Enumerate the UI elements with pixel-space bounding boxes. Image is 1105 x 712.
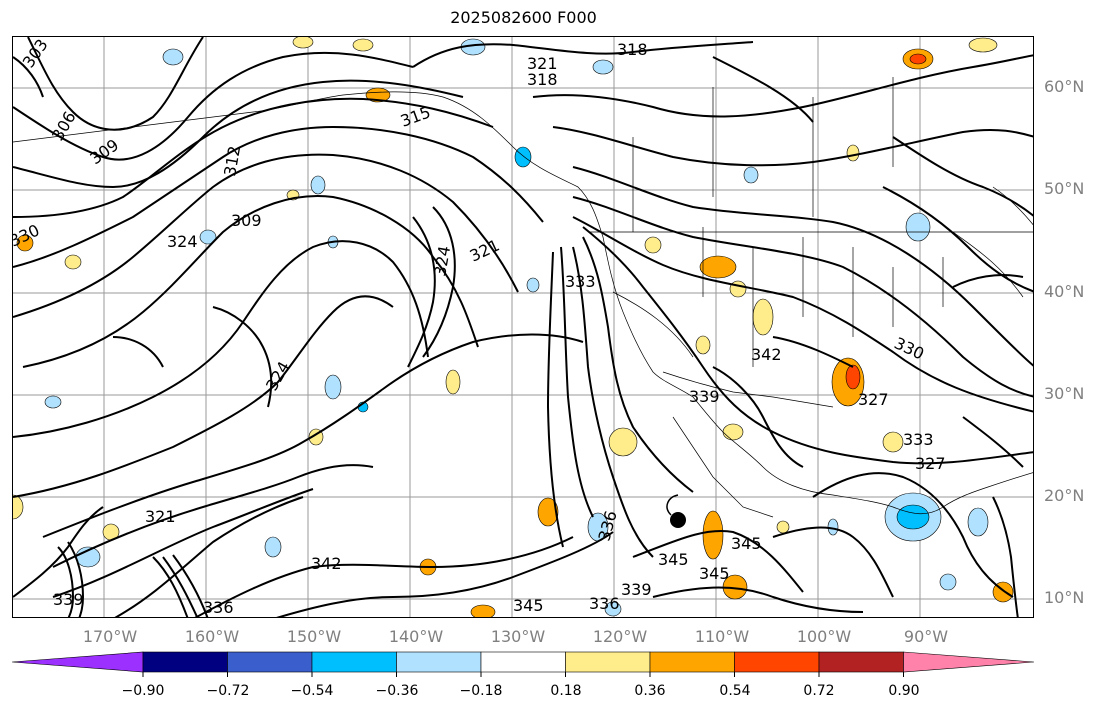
low-center-marker	[670, 512, 686, 528]
colorbar-tick-label: −0.54	[290, 683, 334, 699]
colorbar-tick-label: −0.72	[206, 683, 250, 699]
contour-label: 339	[621, 580, 652, 599]
colorbar-segment	[734, 651, 820, 673]
colorbar-tick-label: 0.54	[719, 683, 751, 699]
contour-label: 321	[467, 235, 503, 265]
contour-label: 324	[262, 358, 294, 394]
colorbar-tick-label: 0.18	[550, 683, 582, 699]
colorbar-segment	[649, 651, 735, 673]
lon-label: 160°W	[184, 627, 240, 646]
contour-label: 309	[231, 211, 262, 230]
colorbar-tick-label: −0.90	[121, 683, 165, 699]
colorbar-segment	[227, 651, 313, 673]
contour-label: 333	[903, 430, 934, 449]
contour-label: 321	[145, 507, 176, 526]
colorbar-tick-label: 0.90	[888, 683, 920, 699]
contour-label: 324	[167, 232, 198, 251]
colorbar-segment	[311, 651, 397, 673]
contour-lines	[13, 37, 1033, 617]
lat-label: 20°N	[1044, 486, 1085, 505]
map-title: 2025082600 F000	[450, 8, 597, 27]
contour-label: 339	[689, 387, 720, 406]
lon-label: 170°W	[82, 627, 138, 646]
lat-label: 10°N	[1044, 588, 1085, 607]
colorbar-segment	[396, 651, 482, 673]
contour-label: 342	[751, 345, 782, 364]
map-panel: 303 306 309 309 312 315 318 318 321 321 …	[12, 36, 1034, 618]
colorbar-segment	[818, 651, 904, 673]
colorbar-tick-label: 0.36	[634, 683, 666, 699]
contour-map: 303 306 309 309 312 315 318 318 321 321 …	[13, 37, 1033, 617]
contour-label: 345	[658, 550, 689, 569]
contour-label: 327	[915, 454, 946, 473]
colorbar-extend-low	[11, 651, 144, 673]
lon-label: 130°W	[490, 627, 546, 646]
contour-label: 312	[220, 144, 244, 177]
contour-label: 345	[513, 596, 544, 615]
contour-label-group: 303 306 309 309 312 315 318 318 321 321 …	[13, 37, 946, 617]
lon-label: 110°W	[694, 627, 750, 646]
contour-label: 309	[86, 135, 122, 168]
colorbar	[11, 651, 1035, 677]
contour-label: 318	[617, 40, 648, 59]
contour-label: 321	[527, 54, 558, 73]
lon-label: 150°W	[286, 627, 342, 646]
lat-label: 60°N	[1044, 77, 1085, 96]
colorbar-tick-label: 0.72	[803, 683, 835, 699]
colorbar-segment	[565, 651, 651, 673]
contour-label: 333	[565, 272, 596, 291]
contour-label: 327	[858, 390, 889, 409]
lat-label: 40°N	[1044, 282, 1085, 301]
lon-label: 100°W	[796, 627, 852, 646]
contour-label: 324	[430, 244, 454, 277]
contour-label: 336	[589, 594, 620, 613]
contour-label: 342	[311, 554, 342, 573]
colorbar-extend-high	[903, 651, 1035, 673]
colorbar-tick-label: −0.36	[375, 683, 419, 699]
lon-label: 90°W	[903, 627, 949, 646]
lon-label: 120°W	[592, 627, 648, 646]
colorbar-segment	[480, 651, 566, 673]
contour-label: 345	[731, 534, 762, 553]
colorbar-tick-label: −0.18	[459, 683, 503, 699]
coastlines	[13, 77, 1033, 518]
contour-label: 315	[398, 102, 433, 130]
graticule	[13, 37, 1033, 617]
lat-label: 50°N	[1044, 179, 1085, 198]
lon-label: 140°W	[388, 627, 444, 646]
contour-label: 318	[527, 70, 558, 89]
colorbar-segment	[142, 651, 228, 673]
contour-label: 339	[53, 590, 84, 609]
contour-label: 336	[203, 598, 234, 617]
lat-label: 30°N	[1044, 384, 1085, 403]
shaded-patches	[13, 37, 1014, 617]
contour-label: 345	[699, 564, 730, 583]
contour-label: 330	[891, 333, 927, 363]
